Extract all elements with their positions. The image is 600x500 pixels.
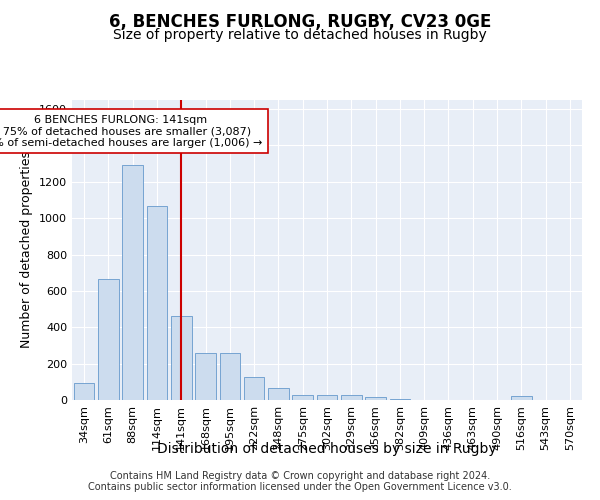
Y-axis label: Number of detached properties: Number of detached properties [20, 152, 34, 348]
Bar [244, 378, 265, 400]
Bar [220, 352, 240, 400]
Bar [511, 396, 532, 400]
Text: Contains HM Land Registry data © Crown copyright and database right 2024.
Contai: Contains HM Land Registry data © Crown c… [88, 471, 512, 492]
Bar [74, 382, 94, 400]
Bar [195, 352, 216, 400]
Text: Size of property relative to detached houses in Rugby: Size of property relative to detached ho… [113, 28, 487, 42]
Bar [171, 316, 191, 400]
Bar [317, 394, 337, 400]
Bar [389, 399, 410, 400]
Bar [122, 166, 143, 400]
Text: 6, BENCHES FURLONG, RUGBY, CV23 0GE: 6, BENCHES FURLONG, RUGBY, CV23 0GE [109, 12, 491, 30]
Bar [98, 279, 119, 400]
Text: Distribution of detached houses by size in Rugby: Distribution of detached houses by size … [157, 442, 497, 456]
Text: 6 BENCHES FURLONG: 141sqm
← 75% of detached houses are smaller (3,087)
24% of se: 6 BENCHES FURLONG: 141sqm ← 75% of detac… [0, 114, 262, 148]
Bar [365, 396, 386, 400]
Bar [341, 394, 362, 400]
Bar [146, 206, 167, 400]
Bar [292, 394, 313, 400]
Bar [268, 388, 289, 400]
